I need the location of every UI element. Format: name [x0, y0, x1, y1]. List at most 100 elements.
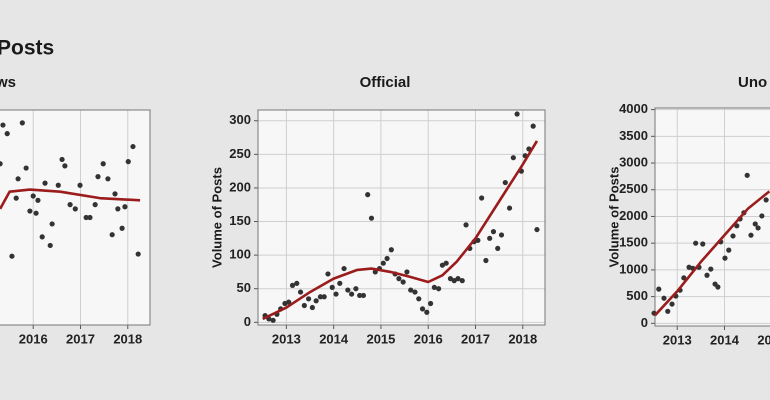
data-point	[495, 245, 501, 252]
data-point	[119, 225, 125, 231]
data-point	[755, 225, 761, 231]
data-point	[317, 294, 324, 300]
panel-title: Official	[360, 74, 411, 91]
y-axis-label: Volume of Posts	[606, 167, 621, 268]
data-point	[722, 255, 728, 261]
data-point	[400, 279, 406, 285]
data-point	[95, 174, 101, 180]
data-point	[459, 278, 465, 284]
data-point	[487, 235, 493, 241]
data-point	[337, 280, 343, 286]
data-point	[656, 286, 662, 292]
data-point	[424, 309, 430, 315]
data-point	[87, 214, 93, 221]
plot-area	[0, 110, 150, 325]
data-point	[748, 232, 754, 238]
data-point	[301, 302, 307, 309]
data-point	[59, 156, 65, 163]
data-point	[42, 180, 48, 186]
data-point	[130, 143, 136, 150]
data-point	[83, 214, 89, 221]
data-point	[759, 213, 765, 219]
data-point	[100, 161, 106, 167]
data-point	[412, 289, 418, 295]
panel-title: ws	[0, 74, 16, 91]
data-point	[13, 195, 19, 201]
data-point	[693, 240, 699, 246]
data-point	[502, 179, 508, 186]
data-point	[49, 221, 55, 227]
x-tick-label: 2017	[66, 331, 95, 346]
data-point	[380, 260, 386, 266]
trend-line	[0, 188, 141, 210]
data-point	[408, 287, 414, 293]
x-tick-label: 2013	[272, 331, 301, 346]
data-point	[77, 182, 83, 188]
y-tick-label: 1500	[619, 235, 648, 250]
panel-title: Uno	[738, 74, 767, 91]
x-tick-label: 2013	[663, 332, 692, 347]
data-point	[384, 255, 390, 262]
data-point	[62, 163, 68, 169]
data-point	[514, 111, 520, 117]
data-point	[463, 222, 469, 228]
data-point	[270, 317, 276, 323]
data-point	[112, 191, 118, 197]
data-point	[115, 206, 121, 212]
data-point	[309, 304, 315, 311]
data-point	[700, 241, 706, 247]
data-point	[305, 296, 312, 302]
y-axis-label: Volume of Posts	[209, 167, 224, 268]
figure-title: Posts	[0, 37, 54, 60]
data-point	[404, 269, 410, 275]
data-point	[396, 276, 402, 282]
x-tick-label: 2015	[366, 331, 395, 346]
data-point	[109, 232, 115, 238]
data-point	[297, 289, 304, 295]
x-tick-label: 2016	[414, 331, 443, 346]
data-point	[416, 296, 422, 302]
data-point	[0, 161, 3, 167]
data-point	[661, 295, 667, 301]
data-point	[534, 226, 540, 233]
x-tick-label: 2018	[113, 331, 142, 346]
data-point	[479, 195, 485, 201]
plot-border	[0, 109, 151, 326]
data-point	[72, 206, 78, 212]
data-point	[443, 260, 449, 266]
data-point	[681, 275, 687, 281]
x-tick-label: 2018	[508, 331, 537, 346]
y-tick-label: 50	[237, 280, 251, 295]
data-point	[47, 242, 53, 249]
data-point	[455, 276, 461, 282]
data-point	[744, 172, 750, 178]
data-point	[19, 120, 25, 126]
data-point	[125, 159, 131, 165]
y-tick-label: 200	[229, 179, 251, 194]
data-point	[333, 291, 339, 297]
x-tick-label: 2014	[319, 331, 349, 346]
data-point	[730, 233, 736, 239]
data-point	[498, 232, 505, 238]
data-point	[313, 298, 319, 304]
y-tick-label: 150	[229, 213, 251, 228]
data-point	[325, 271, 331, 277]
data-point	[33, 210, 39, 216]
data-point	[122, 204, 128, 210]
data-point	[490, 229, 497, 235]
data-point	[715, 284, 721, 290]
data-point	[704, 272, 710, 278]
trend-line	[262, 140, 539, 321]
data-point	[345, 287, 351, 293]
y-tick-label: 3000	[619, 154, 648, 169]
y-tick-label: 0	[244, 314, 251, 329]
y-tick-label: 0	[641, 315, 648, 330]
y-tick-label: 3500	[619, 128, 648, 143]
x-tick-label: 2017	[461, 331, 490, 346]
data-point	[341, 265, 347, 272]
data-point	[726, 247, 732, 253]
trend-line	[654, 190, 770, 317]
data-point	[353, 286, 359, 292]
data-point	[67, 202, 73, 208]
